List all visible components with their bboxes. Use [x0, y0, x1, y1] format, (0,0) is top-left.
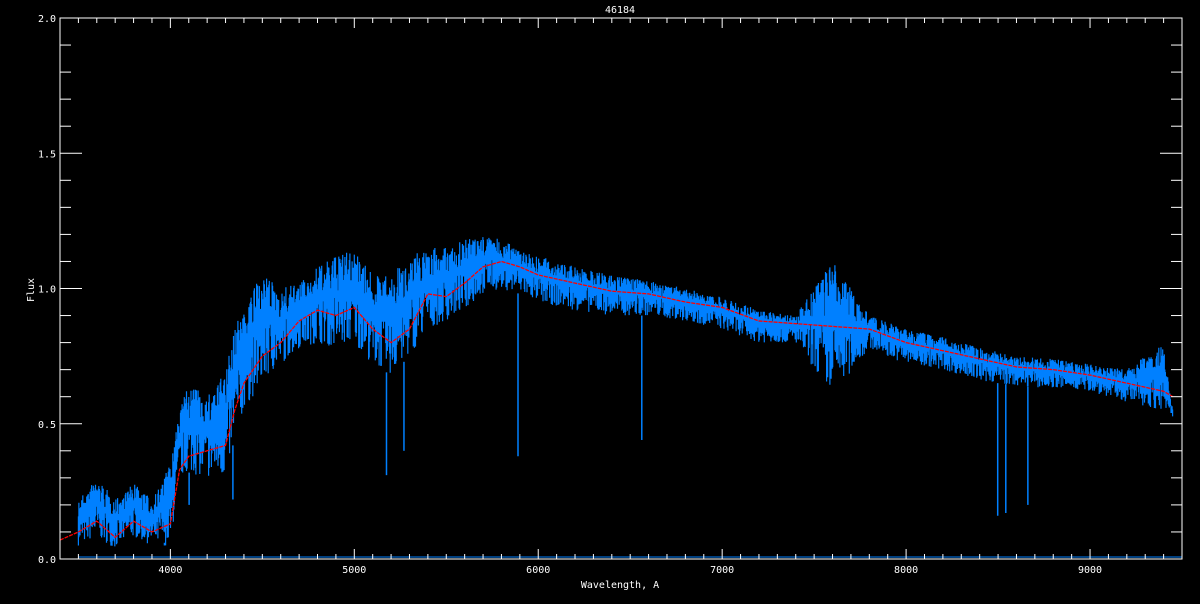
x-tick-label: 8000 — [894, 565, 918, 576]
y-axis-label: Flux — [26, 278, 37, 302]
y-tick-label: 0.5 — [38, 420, 56, 431]
plot-area — [59, 237, 1182, 558]
y-tick-label: 1.0 — [38, 285, 56, 296]
observed-flux-series — [77, 237, 1174, 547]
chart-title: 46184 — [605, 5, 635, 16]
x-tick-label: 4000 — [158, 565, 182, 576]
x-axis-label: Wavelength, A — [581, 580, 659, 591]
model-flux-series — [59, 260, 1174, 541]
y-tick-label: 1.5 — [38, 149, 56, 160]
y-tick-label: 0.0 — [38, 555, 56, 566]
x-tick-label: 6000 — [526, 565, 550, 576]
y-tick-label: 2.0 — [38, 14, 56, 25]
x-tick-label: 7000 — [710, 565, 734, 576]
axes: 4000 5000 6000 7000 8000 9000 0.0 0.5 1.0 1.5 2.0 — [38, 14, 1183, 576]
x-tick-label: 5000 — [342, 565, 366, 576]
x-tick-label: 9000 — [1078, 565, 1102, 576]
